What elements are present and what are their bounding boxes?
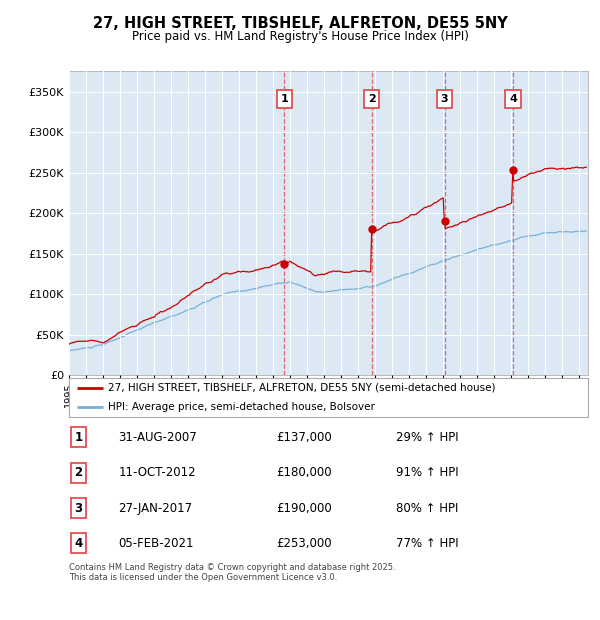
Text: 11-OCT-2012: 11-OCT-2012: [118, 466, 196, 479]
Text: 2: 2: [74, 466, 82, 479]
Text: 77% ↑ HPI: 77% ↑ HPI: [396, 537, 458, 550]
Text: £180,000: £180,000: [277, 466, 332, 479]
Text: 4: 4: [509, 94, 517, 104]
Text: Contains HM Land Registry data © Crown copyright and database right 2025.
This d: Contains HM Land Registry data © Crown c…: [69, 563, 395, 582]
Text: £253,000: £253,000: [277, 537, 332, 550]
Text: 80% ↑ HPI: 80% ↑ HPI: [396, 502, 458, 515]
Text: 05-FEB-2021: 05-FEB-2021: [118, 537, 194, 550]
Text: £190,000: £190,000: [277, 502, 332, 515]
Text: 27, HIGH STREET, TIBSHELF, ALFRETON, DE55 5NY: 27, HIGH STREET, TIBSHELF, ALFRETON, DE5…: [92, 16, 508, 30]
Text: 27-JAN-2017: 27-JAN-2017: [118, 502, 193, 515]
Text: £137,000: £137,000: [277, 431, 332, 444]
Text: 31-AUG-2007: 31-AUG-2007: [118, 431, 197, 444]
Text: 1: 1: [281, 94, 289, 104]
Text: 2: 2: [368, 94, 376, 104]
Text: 4: 4: [74, 537, 82, 550]
Text: Price paid vs. HM Land Registry's House Price Index (HPI): Price paid vs. HM Land Registry's House …: [131, 30, 469, 43]
Text: HPI: Average price, semi-detached house, Bolsover: HPI: Average price, semi-detached house,…: [108, 402, 375, 412]
Text: 1: 1: [74, 431, 82, 444]
Text: 27, HIGH STREET, TIBSHELF, ALFRETON, DE55 5NY (semi-detached house): 27, HIGH STREET, TIBSHELF, ALFRETON, DE5…: [108, 383, 496, 393]
Text: 91% ↑ HPI: 91% ↑ HPI: [396, 466, 458, 479]
Text: 3: 3: [74, 502, 82, 515]
Text: 29% ↑ HPI: 29% ↑ HPI: [396, 431, 458, 444]
Text: 3: 3: [441, 94, 448, 104]
